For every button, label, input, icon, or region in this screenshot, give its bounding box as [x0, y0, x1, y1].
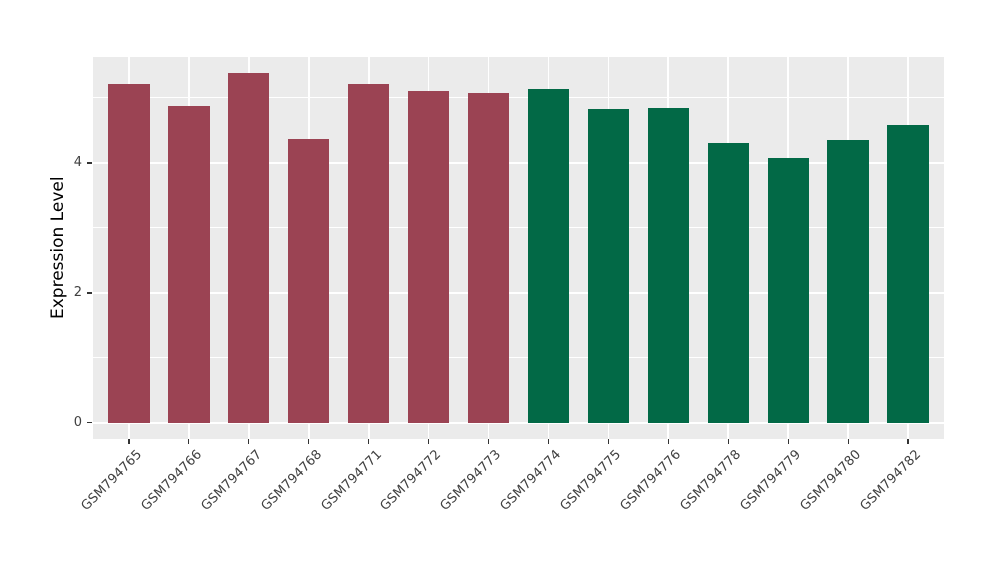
x-tick-label: GSM794767: [198, 447, 265, 514]
x-tick-label: GSM794775: [557, 447, 625, 514]
x-tick: [487, 439, 490, 444]
bar: [288, 138, 330, 423]
x-tick: [847, 439, 849, 444]
x-tick: [727, 439, 729, 444]
bar: [108, 83, 150, 423]
bar: [348, 83, 390, 423]
x-tick-label: GSM794768: [258, 447, 325, 514]
x-tick: [667, 439, 669, 444]
x-tick-label: GSM794778: [677, 447, 745, 514]
x-tick: [368, 439, 370, 444]
x-tick: [428, 439, 430, 444]
x-tick-label: GSM794765: [78, 447, 145, 514]
bar: [767, 158, 809, 423]
major-gridline-y: [93, 291, 944, 294]
major-gridline-y: [93, 161, 944, 164]
y-tick: [86, 422, 92, 424]
x-tick: [188, 439, 190, 444]
x-tick-label: GSM794779: [737, 447, 805, 514]
minor-gridline-y: [93, 227, 944, 229]
bar: [228, 73, 270, 423]
bar: [168, 105, 210, 423]
x-tick-label: GSM794771: [317, 447, 385, 514]
bar: [707, 142, 749, 423]
y-tick-label: 2: [73, 284, 82, 300]
x-tick: [787, 439, 789, 444]
bar: [647, 108, 689, 423]
x-tick-label: GSM794782: [857, 447, 924, 514]
y-tick: [86, 162, 92, 164]
x-tick: [607, 439, 609, 444]
x-tick: [308, 439, 310, 444]
x-tick-label: GSM794772: [377, 447, 445, 514]
bar: [827, 139, 869, 423]
y-tick: [86, 292, 92, 294]
bar: [887, 125, 929, 423]
x-tick-label: GSM794773: [437, 447, 505, 514]
bar: [407, 90, 450, 423]
minor-gridline-y: [93, 357, 944, 359]
y-tick-label: 4: [73, 154, 82, 170]
x-tick-label: GSM794766: [138, 447, 205, 514]
x-tick-label: GSM794780: [797, 447, 865, 514]
x-tick: [128, 439, 130, 444]
plot-panel: [93, 57, 944, 439]
x-tick-label: GSM794776: [617, 447, 685, 514]
x-tick: [907, 439, 909, 444]
x-tick-label: GSM794774: [497, 447, 565, 514]
bar: [467, 93, 510, 423]
x-tick: [248, 439, 250, 444]
y-axis-title: Expression Level: [48, 176, 68, 320]
major-gridline-y: [93, 421, 944, 424]
bar: [527, 89, 570, 423]
y-tick-label: 0: [73, 414, 82, 430]
x-tick: [547, 439, 550, 444]
minor-gridline-y: [93, 97, 944, 99]
bar: [587, 108, 630, 423]
